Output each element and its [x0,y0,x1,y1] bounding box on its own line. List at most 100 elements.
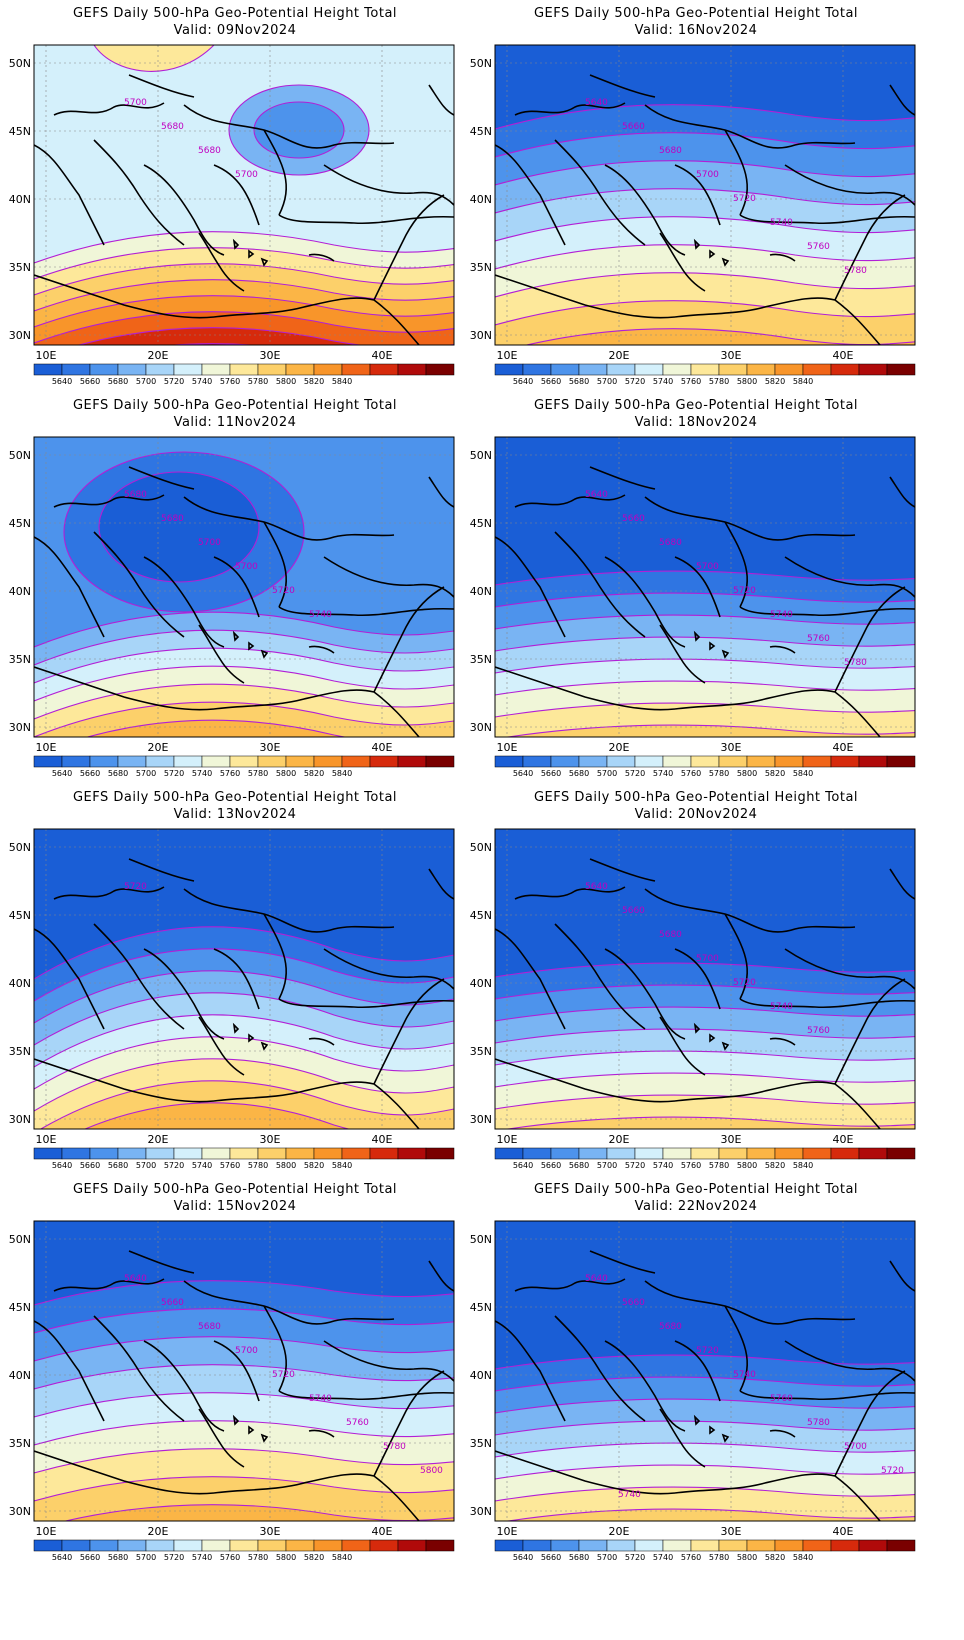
coastlines [34,74,454,345]
colorbar-swatch [606,363,636,376]
contour-line [34,1280,454,1306]
contour-line [495,636,915,652]
lat-label: 30N [470,1505,492,1518]
map-panel: GEFS Daily 500-hPa Geo-Potential Height … [0,1176,470,1584]
map-frame [494,828,916,1130]
colorbar-swatch [33,755,63,768]
colorbar-swatch [201,1147,231,1160]
lon-label: 40E [372,1525,393,1538]
colorbar-swatch [746,1539,776,1552]
colorbar-swatch [61,755,91,768]
colorbar-label: 5760 [681,769,701,777]
panel-valid-date: Valid: 22Nov2024 [461,1198,931,1215]
colorbar-swatch [746,1147,776,1160]
colorbar-swatch [89,363,119,376]
colorbar-swatch [550,1539,580,1552]
coastlines [495,74,915,345]
colorbar-label: 5740 [192,377,212,385]
valid-prefix: Valid: [634,415,678,430]
gridlines [34,437,454,737]
colorbar-label: 5760 [220,377,240,385]
valid-prefix: Valid: [173,415,217,430]
lat-label: 50N [9,841,31,854]
lat-label: 45N [9,125,31,138]
contour-line [495,702,915,718]
colorbar-label: 5740 [653,1161,673,1169]
lat-label: 40N [470,1369,492,1382]
colorbar-swatch [173,755,203,768]
contour-label: 5640 [585,1274,608,1284]
colorbar-swatch [285,1539,315,1552]
colorbar-swatch [145,363,175,376]
coastlines [495,466,915,737]
colorbar-swatch [690,1539,720,1552]
colorbar-swatch [61,363,91,376]
coastlines [34,858,454,1129]
contour-line [34,970,454,1024]
lat-label: 35N [9,653,31,666]
contour-line [495,1464,915,1480]
colorbar-label: 5820 [765,377,785,385]
colorbar-swatch [522,755,552,768]
lon-label: 20E [148,1133,169,1146]
colorbar-swatch [313,1147,343,1160]
contour-line [34,948,454,1002]
valid-prefix: Valid: [173,807,217,822]
colorbar-swatch [369,1147,399,1160]
colorbar-swatch [718,755,748,768]
contour-label: 5660 [622,1298,645,1308]
lat-label: 35N [9,261,31,274]
colorbar-label: 5740 [653,1553,673,1561]
contour-line [495,1442,915,1458]
panel-title: GEFS Daily 500-hPa Geo-Potential Height … [72,790,398,805]
map-svg: 5680 5680 5700 5700 5720 5740 50N 45N 40N 35N 30N 1… [9,436,455,777]
colorbar-swatch [341,1539,371,1552]
contour-label: 5680 [124,490,147,500]
colorbar-swatch [494,1147,524,1160]
contour-line [495,658,915,674]
lon-label: 10E [497,349,518,362]
colorbar-swatch [774,363,804,376]
contour-label: 5800 [420,1466,443,1476]
colorbar-swatch [257,1147,287,1160]
lat-label: 50N [9,449,31,462]
panel-valid-date: Valid: 20Nov2024 [461,806,931,823]
colorbar-label: 5680 [108,769,128,777]
contour-line [34,1036,454,1090]
lat-label: 45N [9,517,31,530]
lat-label: 35N [470,1437,492,1450]
contour-label: 5680 [198,1322,221,1332]
contour-label: 5660 [622,514,645,524]
contour-label: 5680 [198,146,221,156]
colorbar-label: 5800 [276,769,296,777]
contour-label: 5640 [124,1274,147,1284]
valid-date: 09Nov2024 [216,23,297,38]
contour-line [34,1014,454,1068]
colorbar-label: 5660 [541,1161,561,1169]
contour-line [504,1508,915,1521]
colorbar-label: 5840 [793,769,813,777]
contour-label: 5700 [696,562,719,572]
lat-label: 40N [470,585,492,598]
colorbar-swatch [578,363,608,376]
contour-line [495,1420,915,1436]
lat-label: 45N [470,909,492,922]
colorbar-swatch [369,1539,399,1552]
colorbar-swatch [369,755,399,768]
contour-label: 5700 [124,98,147,108]
contour-label: 5780 [844,266,867,276]
lat-label: 35N [470,1045,492,1058]
map-svg: 5640 5660 5680 5720 5740 5760 5780 5700 5720 5740… [470,1220,916,1561]
lon-label: 20E [148,349,169,362]
colorbar-swatch [886,1147,916,1160]
contour-line [34,263,454,296]
lat-label: 35N [470,653,492,666]
lon-label: 40E [372,349,393,362]
contour-label: 5760 [807,634,830,644]
colorbar-label: 5680 [108,1553,128,1561]
colorbar-label: 5740 [653,769,673,777]
colorbar-swatch [117,755,147,768]
valid-prefix: Valid: [634,1199,678,1214]
coastlines [34,466,454,737]
panel-title: GEFS Daily 500-hPa Geo-Potential Height … [72,1182,398,1197]
